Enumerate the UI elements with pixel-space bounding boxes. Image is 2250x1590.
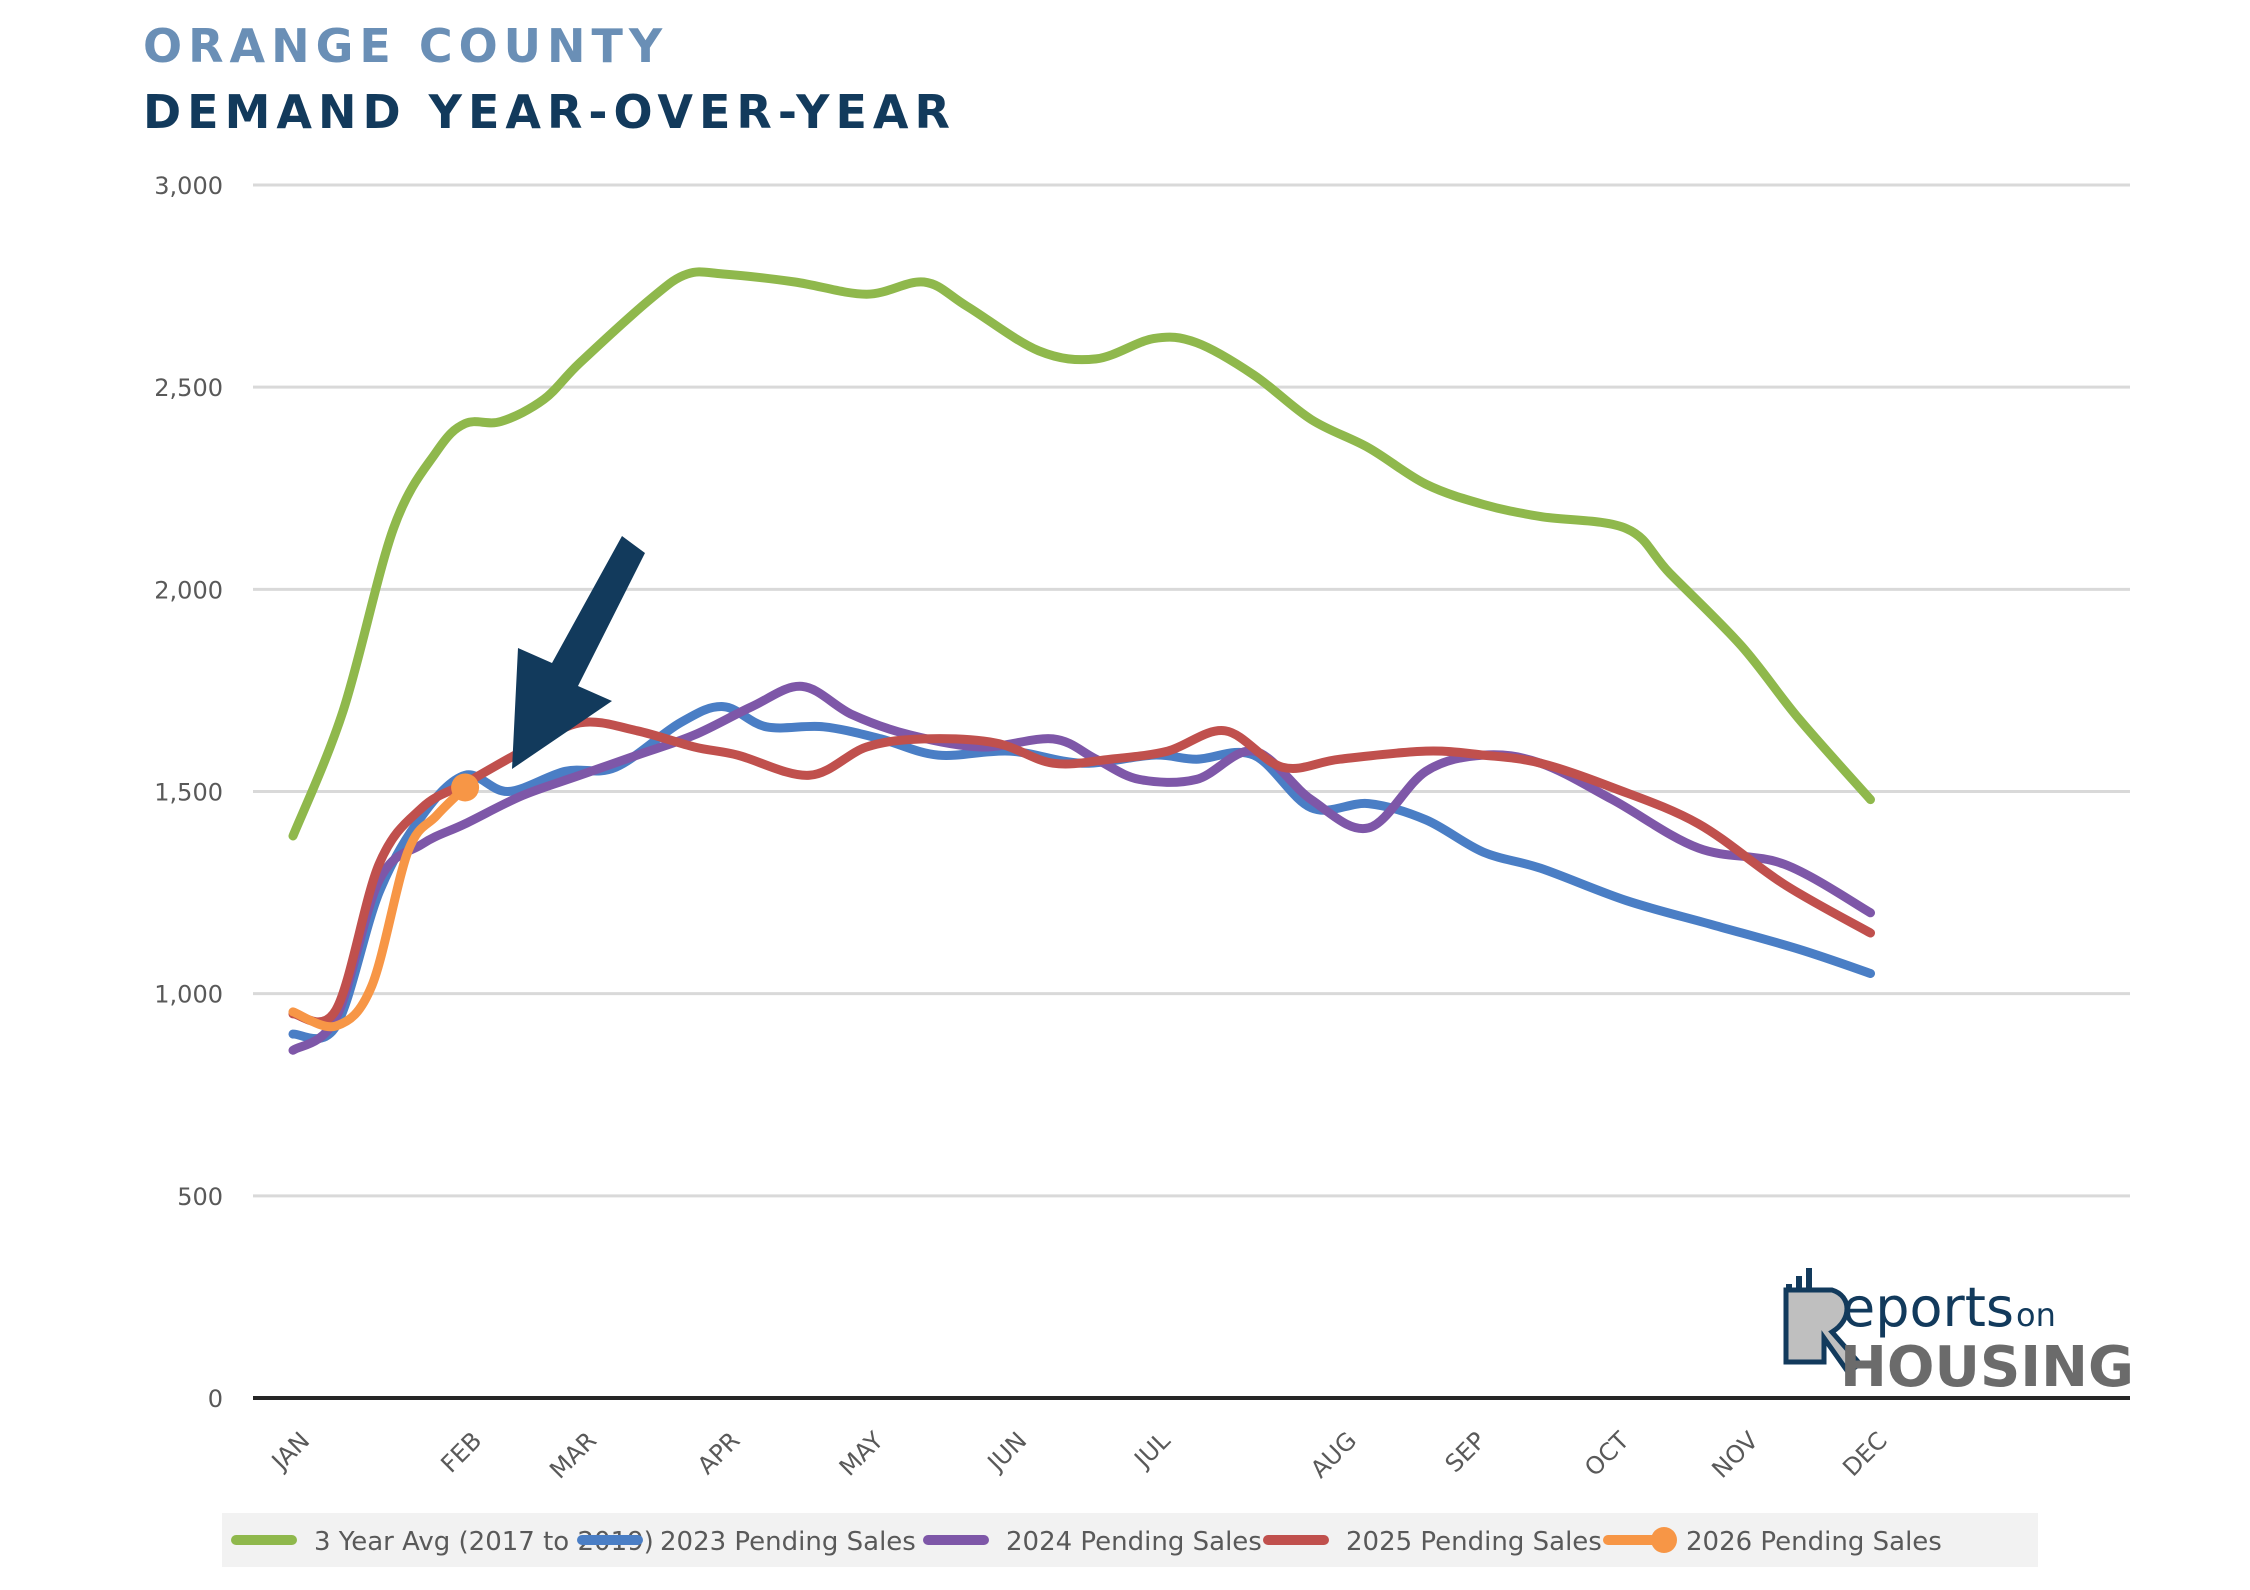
x-tick-label: APR: [692, 1426, 745, 1479]
logo-on-text: on: [2016, 1296, 2056, 1334]
y-tick-label: 0: [208, 1385, 223, 1413]
y-tick-label: 1,000: [154, 981, 223, 1009]
title-block: ORANGE COUNTY DEMAND YEAR-OVER-YEAR: [143, 18, 956, 140]
y-tick-label: 2,000: [154, 576, 223, 604]
series-line-5: [288, 783, 470, 1032]
chart-title: DEMAND YEAR-OVER-YEAR: [143, 85, 956, 139]
chart-subtitle: ORANGE COUNTY: [143, 19, 669, 73]
legend-label: 2023 Pending Sales: [660, 1527, 916, 1557]
x-axis: JAN FEB MAR APR MAY JUN JUL AUG SEP OCT NOV DEC: [265, 1426, 1893, 1484]
x-tick-label: JAN: [265, 1426, 315, 1476]
x-tick-label: SEP: [1440, 1426, 1492, 1478]
marker-layer: [451, 773, 480, 802]
latest-point-marker: [451, 773, 480, 802]
reports-on-housing-logo: eports on HOUSING: [1783, 1268, 2134, 1400]
y-tick-label: 500: [177, 1183, 223, 1211]
x-tick-label: OCT: [1579, 1426, 1635, 1482]
y-tick-label: 2,500: [154, 374, 223, 402]
legend-label: 2025 Pending Sales: [1346, 1527, 1602, 1557]
series-line-1: [288, 267, 1875, 841]
legend-box: [222, 1513, 2038, 1567]
series-line-4: [288, 717, 1875, 1027]
x-tick-label: NOV: [1707, 1426, 1765, 1484]
x-tick-label: JUL: [1128, 1426, 1177, 1475]
legend-label: 2024 Pending Sales: [1006, 1527, 1262, 1557]
grid-layer: [253, 183, 2130, 1400]
x-tick-label: AUG: [1305, 1426, 1362, 1483]
logo-magnifier-icon: [1783, 1287, 1864, 1376]
logo-bar-3: [1806, 1268, 1812, 1306]
y-tick-label: 3,000: [154, 172, 223, 200]
x-tick-label: MAR: [544, 1426, 602, 1484]
x-tick-label: DEC: [1837, 1426, 1892, 1481]
legend-marker: [1651, 1527, 1677, 1553]
logo-housing-text: HOUSING: [1840, 1335, 2134, 1400]
y-axis: 0 500 1,000 1,500 2,000 2,500 3,000: [154, 172, 223, 1413]
legend: 3 Year Avg (2017 to 2019) 2023 Pending Sa…: [231, 1527, 1942, 1557]
x-tick-label: FEB: [435, 1426, 487, 1478]
logo-reports-text: eports: [1842, 1276, 2014, 1339]
annotation-arrow: [512, 536, 645, 769]
y-tick-label: 1,500: [154, 779, 223, 807]
legend-label: 2026 Pending Sales: [1686, 1527, 1942, 1557]
x-tick-label: JUN: [981, 1426, 1032, 1477]
x-tick-label: MAY: [834, 1426, 889, 1481]
